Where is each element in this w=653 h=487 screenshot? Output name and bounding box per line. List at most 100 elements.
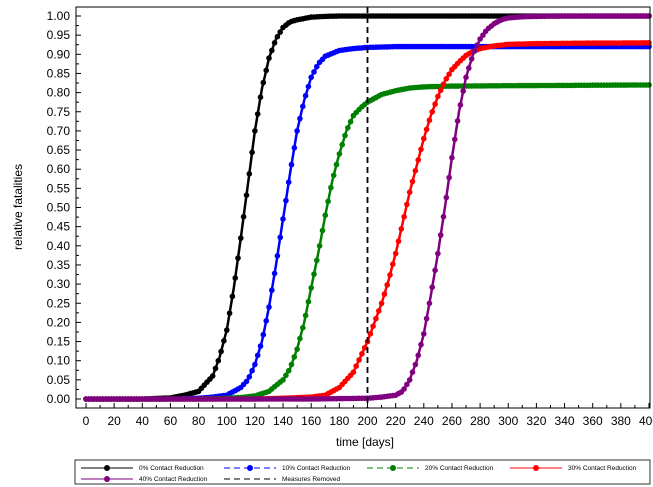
x-tick-label: 200	[357, 414, 377, 428]
data-point	[285, 179, 292, 185]
y-tick-label: 0.75	[47, 105, 71, 119]
y-tick-label: 0.95	[47, 28, 71, 42]
x-tick-label: 120	[245, 414, 265, 428]
data-point	[423, 315, 430, 322]
data-point	[263, 67, 270, 74]
data-point	[429, 284, 436, 291]
data-point	[415, 157, 422, 163]
y-tick-label: 0.15	[47, 335, 71, 349]
data-point	[342, 132, 348, 139]
data-point	[367, 331, 374, 337]
data-point	[401, 386, 407, 392]
y-tick-label: 0.35	[47, 258, 71, 272]
data-point	[423, 126, 430, 133]
x-tick-label: 300	[498, 414, 518, 428]
x-tick-label: 80	[192, 414, 206, 428]
data-point	[350, 369, 357, 376]
y-axis-label: relative fatalities	[11, 164, 25, 250]
data-point	[412, 361, 419, 368]
data-point	[406, 377, 413, 383]
data-point	[361, 344, 368, 351]
y-tick-label: 0.10	[47, 354, 71, 368]
x-tick-label: 380	[611, 414, 631, 428]
y-tick-label: 0.55	[47, 181, 71, 195]
x-tick-label: 240	[414, 414, 434, 428]
data-point	[328, 184, 334, 191]
data-point	[274, 33, 281, 40]
y-tick-label: 0.30	[47, 277, 71, 291]
data-point	[646, 40, 652, 46]
data-point	[266, 304, 272, 310]
y-tick-label: 1.00	[47, 9, 71, 23]
data-point	[322, 212, 329, 218]
data-point	[432, 267, 438, 274]
data-point	[440, 81, 447, 87]
y-tick-label: 0.25	[47, 296, 71, 310]
data-point	[308, 74, 315, 81]
y-tick-label: 0.90	[47, 47, 71, 61]
data-point	[232, 275, 238, 281]
data-point	[373, 315, 379, 322]
data-point	[221, 338, 227, 344]
data-point	[302, 92, 309, 99]
data-point	[285, 367, 292, 374]
data-point	[246, 171, 253, 177]
y-tick-label: 0.05	[47, 373, 71, 387]
data-point	[226, 310, 233, 317]
data-point	[302, 312, 309, 319]
data-point	[440, 213, 447, 220]
data-point	[432, 101, 438, 107]
legend-marker	[104, 465, 110, 471]
data-point	[333, 161, 340, 168]
data-point	[283, 372, 289, 379]
x-tick-label: 60	[164, 414, 178, 428]
data-point	[435, 93, 441, 100]
data-point	[280, 216, 286, 222]
data-point	[446, 174, 452, 181]
data-point	[235, 255, 241, 261]
data-point	[415, 352, 422, 359]
x-tick-label: 40	[136, 414, 150, 428]
data-point	[269, 47, 275, 54]
x-tick-label: 220	[386, 414, 406, 428]
data-point	[471, 48, 478, 54]
data-point	[254, 352, 261, 359]
data-point	[446, 71, 452, 77]
data-point	[271, 40, 278, 46]
data-point	[288, 361, 295, 368]
data-point	[311, 271, 317, 277]
legend: 0% Contact Reduction 10% Contact Reductio…	[74, 459, 651, 485]
data-point	[336, 151, 343, 157]
data-point	[283, 197, 289, 204]
data-point	[426, 117, 433, 123]
data-point	[254, 111, 261, 117]
data-point	[443, 76, 450, 82]
data-point	[316, 243, 323, 249]
data-point	[466, 65, 472, 71]
data-point	[418, 146, 424, 153]
data-point	[266, 55, 272, 61]
x-tick-label: 260	[442, 414, 462, 428]
legend-marker	[247, 465, 253, 471]
data-point	[218, 348, 224, 355]
data-point	[257, 343, 264, 349]
data-point	[243, 378, 250, 385]
data-point	[224, 327, 230, 333]
data-point	[421, 135, 427, 142]
data-point	[646, 82, 652, 88]
data-point	[454, 118, 461, 124]
data-point	[356, 357, 362, 363]
data-point	[435, 250, 441, 257]
data-point	[398, 226, 405, 232]
data-point	[314, 63, 320, 70]
legend-label: Measures Removed	[282, 476, 341, 483]
data-point	[260, 331, 267, 338]
data-point	[252, 361, 258, 368]
y-tick-label: 0.45	[47, 220, 71, 234]
data-point	[401, 213, 407, 220]
x-axis-label: time [days]	[336, 435, 394, 449]
data-point	[376, 308, 382, 314]
legend-label: 0% Contact Reduction	[139, 465, 204, 472]
data-point	[378, 300, 385, 307]
data-point	[353, 363, 360, 369]
